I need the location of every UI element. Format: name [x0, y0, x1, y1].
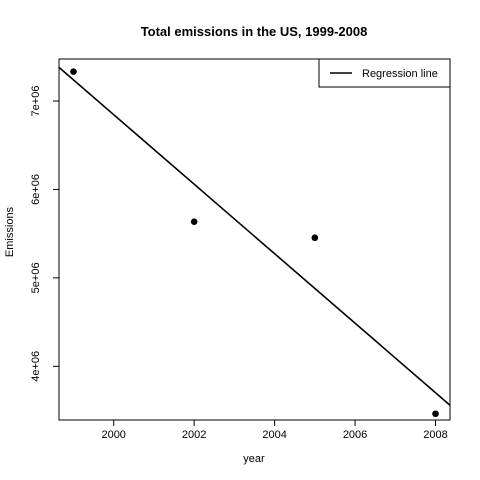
y-tick-label-4e+06: 4e+06 [30, 351, 42, 382]
data-point-1999 [70, 68, 77, 75]
y-axis-label: Emissions [4, 206, 16, 257]
legend-label: Regression line [362, 68, 438, 80]
y-tick-label-7e+06: 7e+06 [30, 86, 42, 117]
y-tick-label-6e+06: 6e+06 [30, 174, 42, 205]
data-point-2002 [190, 218, 198, 226]
x-axis-label: year [243, 453, 265, 465]
x-tick-label-2002: 2002 [182, 429, 206, 441]
regression-layer [58, 66, 451, 406]
y-tick-label-5e+06: 5e+06 [30, 262, 42, 293]
plot-frame [58, 58, 451, 421]
data-point-2005 [311, 234, 319, 242]
chart-title: Total emissions in the US, 1999-2008 [141, 24, 368, 39]
x-tick-label-2000: 2000 [101, 429, 125, 441]
points-layer [70, 68, 439, 418]
y-axis: 4e+06 5e+06 6e+06 7e+06 [30, 86, 59, 382]
x-tick-label-2004: 2004 [262, 429, 286, 441]
data-point-2008 [432, 410, 439, 418]
x-tick-label-2008: 2008 [423, 429, 447, 441]
legend: Regression line [318, 58, 451, 88]
x-axis: 2000 2002 2004 2006 2008 [101, 420, 448, 441]
plot-area: 2000 2002 2004 2006 2008 4e+06 5e+06 6e+06 7e+0… [30, 58, 451, 441]
x-tick-label-2006: 2006 [343, 429, 367, 441]
regression-line [58, 66, 451, 406]
